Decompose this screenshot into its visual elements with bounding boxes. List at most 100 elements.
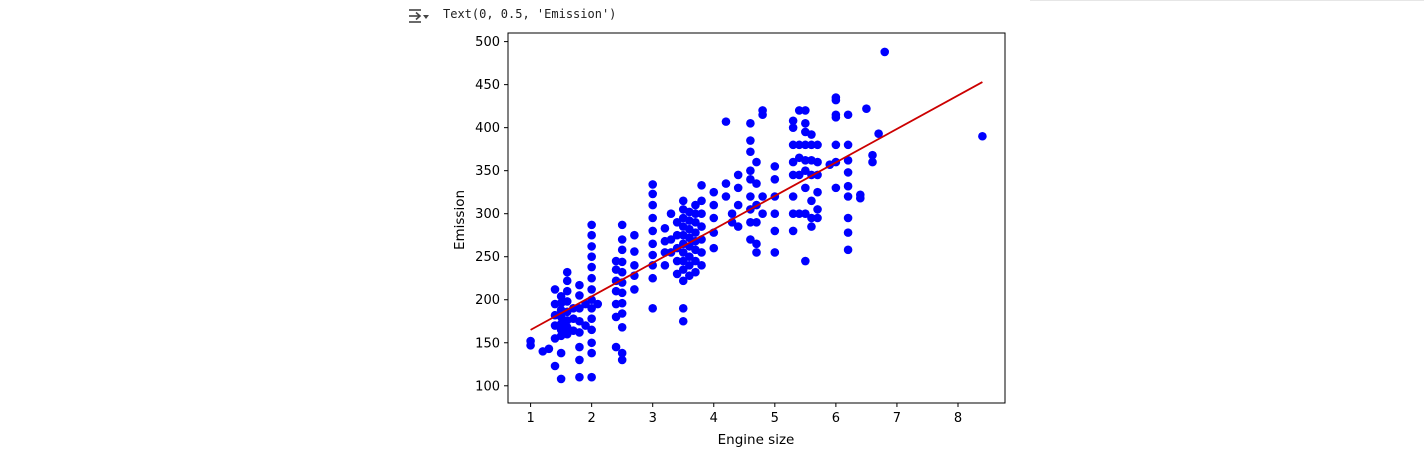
scatter-point (978, 131, 987, 141)
scatter-point (843, 168, 853, 177)
scatter-point (770, 174, 780, 184)
scatter-point (666, 209, 676, 218)
output-collapse-icon-glyph (409, 9, 429, 23)
scatter-point (801, 256, 810, 266)
scatter-point (770, 226, 780, 236)
scatter-point (575, 316, 584, 326)
scatter-point (752, 248, 761, 257)
scatter-point (691, 267, 700, 277)
scatter-point (685, 261, 694, 270)
scatter-point (746, 174, 755, 184)
x-tick-label: 1 (526, 411, 534, 426)
scatter-point (733, 200, 743, 210)
scatter-point (556, 374, 566, 384)
scatter-point (697, 222, 706, 231)
scatter-point (617, 298, 627, 308)
scatter-point (746, 218, 755, 227)
scatter-point (874, 129, 883, 138)
scatter-point (617, 235, 627, 244)
scatter-point (617, 245, 627, 255)
scatter-point (660, 261, 670, 270)
cell-output-text: Text(0, 0.5, 'Emission') (443, 7, 617, 21)
scatter-point (843, 228, 853, 237)
scatter-point (868, 157, 877, 167)
x-tick-label: 4 (710, 411, 718, 426)
scatter-point (697, 261, 706, 270)
scatter-point (672, 269, 682, 279)
y-tick-label: 150 (475, 336, 500, 351)
scatter-point (788, 157, 798, 167)
scatter-point (752, 239, 761, 249)
scatter-point (587, 252, 596, 262)
scatter-point (630, 247, 639, 256)
scatter-point (807, 140, 816, 150)
scatter-point (575, 304, 584, 313)
scatter-point (611, 342, 621, 352)
scatter-point (843, 245, 853, 255)
scatter-point (843, 181, 853, 191)
scatter-point (672, 218, 682, 227)
scatter-point (575, 342, 584, 352)
scatter-point (794, 106, 804, 115)
scatter-point (617, 322, 627, 332)
scatter-point (770, 209, 780, 218)
scatter-point (678, 256, 688, 266)
scatter-point (697, 248, 706, 257)
scatter-point (648, 180, 658, 189)
scatter-point (678, 304, 688, 313)
scatter-point (831, 93, 841, 102)
scatter-point (813, 140, 822, 150)
scatter-point (672, 230, 682, 240)
scatter-point (831, 140, 841, 150)
x-tick-label: 7 (893, 411, 901, 426)
scatter-point (727, 209, 737, 218)
scatter-point (678, 276, 688, 286)
scatter-point (807, 222, 816, 231)
scatter-point (709, 213, 719, 223)
scatter-point (575, 372, 584, 382)
scatter-point (575, 291, 584, 300)
scatter-point (709, 187, 719, 197)
scatter-point (581, 321, 590, 330)
scatter-point (587, 338, 596, 348)
scatter-point (617, 267, 627, 277)
x-axis: 1 2 3 4 5 6 7 8 (526, 403, 962, 426)
scatter-point (697, 181, 706, 190)
y-tick-label: 400 (475, 121, 500, 136)
scatter-point (807, 130, 816, 139)
scatter-point (556, 292, 566, 301)
x-tick-label: 8 (954, 411, 962, 426)
scatter-point (617, 257, 627, 267)
y-tick-label: 300 (475, 207, 500, 222)
scatter-point (801, 156, 810, 165)
scatter-point (575, 355, 584, 365)
scatter-point (801, 166, 810, 175)
scatter-point (697, 209, 706, 218)
scatter-point (648, 273, 658, 283)
scatter-point (807, 213, 816, 223)
scatter-point (801, 183, 810, 193)
scatter-point (746, 136, 755, 145)
scatter-point (788, 209, 798, 218)
scatter-point (697, 196, 706, 206)
scatter-point (678, 316, 688, 326)
scatter-point (746, 147, 755, 157)
scatter-point (843, 110, 853, 120)
output-collapse-icon[interactable] (408, 7, 430, 25)
scatter-points (526, 47, 987, 384)
scatter-point (721, 192, 731, 201)
regression-line (530, 81, 983, 331)
scatter-point (550, 361, 560, 371)
x-axis-label: Engine size (718, 432, 795, 448)
scatter-point (868, 150, 877, 160)
scatter-point (721, 179, 731, 188)
scatter-point (617, 220, 627, 230)
scatter-point (648, 226, 658, 236)
scatter-point (733, 183, 743, 193)
y-tick-label: 100 (475, 379, 500, 394)
scatter-point (587, 348, 596, 358)
scatter-point (617, 348, 627, 358)
y-tick-label: 200 (475, 293, 500, 308)
y-tick-label: 500 (475, 35, 500, 50)
scatter-point (758, 106, 767, 115)
